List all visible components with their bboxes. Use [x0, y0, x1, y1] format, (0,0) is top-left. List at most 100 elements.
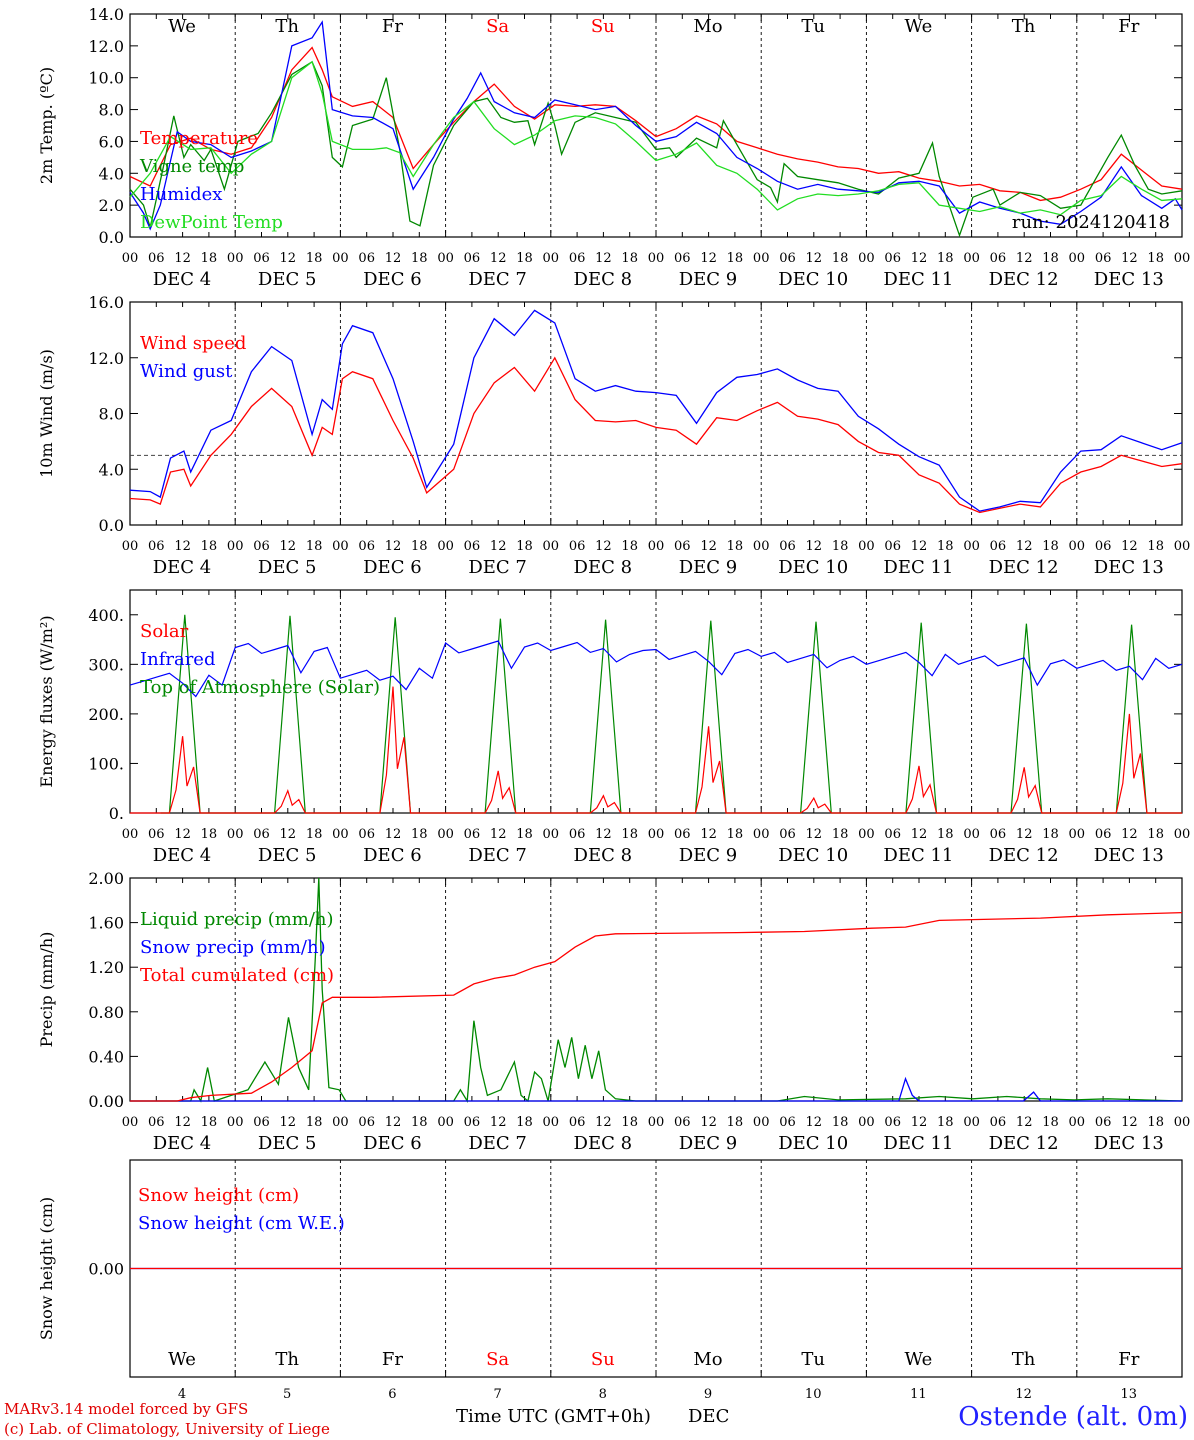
date-label: DEC 12: [989, 269, 1059, 290]
hour-tick-label: 00: [1174, 1115, 1191, 1130]
hour-tick-label: 06: [464, 827, 481, 842]
hour-tick-label: 12: [385, 827, 402, 842]
hour-tick-label: 12: [174, 539, 191, 554]
series-total-cumulated-cm: [130, 911, 1183, 1102]
hour-tick-label: 18: [832, 1115, 849, 1130]
legend-entry: Snow height (cm W.E.): [138, 1213, 345, 1234]
day-number-label: 11: [910, 1387, 927, 1402]
series-wind-gust: [129, 309, 1183, 512]
date-label: DEC 6: [363, 1133, 422, 1154]
hour-tick-label: 18: [621, 539, 638, 554]
y-tick-label: 0.: [109, 804, 124, 823]
hour-tick-label: 00: [1174, 539, 1191, 554]
hour-tick-label: 00: [437, 827, 454, 842]
hour-tick-label: 00: [227, 539, 244, 554]
hour-tick-label: 18: [1147, 1115, 1164, 1130]
hour-tick-label: 12: [490, 251, 507, 266]
legend-entry: Temperature: [140, 128, 258, 149]
legend-entry: DewPoint Temp: [140, 212, 283, 233]
date-label: DEC 5: [258, 557, 317, 578]
legend-entry: Top of Atmosphere (Solar): [140, 677, 380, 698]
hour-tick-label: 18: [306, 251, 323, 266]
day-number-label: 10: [805, 1387, 822, 1402]
hour-tick-label: 06: [884, 1115, 901, 1130]
y-tick-label: 1.60: [88, 914, 124, 933]
legend-entry: Solar: [140, 621, 189, 642]
hour-tick-label: 06: [884, 251, 901, 266]
hour-tick-label: 18: [516, 251, 533, 266]
hour-tick-label: 06: [464, 539, 481, 554]
hour-tick-label: 00: [963, 1115, 980, 1130]
y-tick-label: 200.: [88, 705, 124, 724]
date-label: DEC 13: [1094, 269, 1164, 290]
hour-tick-label: 18: [1147, 539, 1164, 554]
y-tick-label: 0.40: [88, 1047, 124, 1066]
date-label: DEC 4: [153, 557, 212, 578]
hour-tick-label: 12: [700, 827, 717, 842]
y-axis-label: Energy fluxes (W/m²): [37, 615, 56, 787]
hour-tick-label: 06: [1095, 251, 1112, 266]
hour-tick-label: 06: [148, 539, 165, 554]
weekday-label: We: [905, 1349, 933, 1370]
y-tick-label: 8.0: [99, 405, 124, 424]
date-label: DEC 9: [679, 269, 738, 290]
date-label: DEC 8: [574, 1133, 633, 1154]
date-label: DEC 8: [574, 269, 633, 290]
weekday-label: We: [168, 16, 196, 37]
weekday-label: Fr: [1118, 16, 1139, 37]
hour-tick-label: 06: [674, 251, 691, 266]
date-label: DEC 8: [574, 845, 633, 866]
hour-tick-label: 18: [832, 251, 849, 266]
panel-1: 0.0 2.0 4.0 6.0 8.0 10.0 12.0 14.0 2m Temp. (ºC)…: [37, 5, 1190, 290]
hour-tick-label: 06: [148, 1115, 165, 1130]
y-tick-label: 400.: [88, 606, 124, 625]
hour-tick-label: 00: [122, 827, 139, 842]
hour-tick-label: 12: [806, 827, 823, 842]
hour-tick-label: 18: [1042, 827, 1059, 842]
hour-tick-label: 18: [621, 827, 638, 842]
weekday-label: Fr: [1118, 1349, 1139, 1370]
date-label: DEC 6: [363, 269, 422, 290]
hour-tick-label: 00: [543, 827, 560, 842]
hour-tick-label: 06: [569, 539, 586, 554]
hour-tick-label: 06: [358, 251, 375, 266]
hour-tick-label: 06: [990, 827, 1007, 842]
hour-tick-label: 06: [253, 251, 270, 266]
day-number-label: 9: [704, 1387, 712, 1402]
hour-tick-label: 00: [332, 539, 349, 554]
date-label: DEC 11: [883, 845, 953, 866]
legend-entry: Wind gust: [140, 361, 233, 382]
hour-tick-label: 18: [411, 539, 428, 554]
weekday-label: Su: [591, 1349, 615, 1370]
hour-tick-label: 18: [306, 539, 323, 554]
legend-entry: Humidex: [140, 184, 222, 205]
series-snow-precip-mm-h: [130, 1076, 1182, 1102]
weekday-label: We: [905, 16, 933, 37]
hour-tick-label: 18: [411, 827, 428, 842]
y-tick-label: 300.: [88, 655, 124, 674]
y-tick-label: 10.0: [88, 69, 124, 88]
weekday-label: Th: [275, 16, 299, 37]
hour-tick-label: 00: [858, 827, 875, 842]
y-tick-label: 0.00: [88, 1092, 124, 1111]
legend-entry: Vigne temp: [139, 156, 244, 177]
series-dewpoint-temp: [129, 60, 1183, 216]
y-axis-label: Snow height (cm): [37, 1197, 56, 1340]
hour-tick-label: 18: [201, 1115, 218, 1130]
hour-tick-label: 12: [595, 827, 612, 842]
hour-tick-label: 00: [858, 539, 875, 554]
panel-3: 0. 100. 200. 300. 400. Energy fluxes (W/m²) So…: [37, 589, 1190, 866]
y-tick-label: 8.0: [99, 101, 124, 120]
weekday-label: Mo: [693, 16, 722, 37]
hour-tick-label: 12: [911, 539, 928, 554]
hour-tick-label: 18: [727, 1115, 744, 1130]
date-label: DEC 13: [1094, 1133, 1164, 1154]
hour-tick-label: 00: [437, 251, 454, 266]
hour-tick-label: 00: [648, 539, 665, 554]
hour-tick-label: 12: [280, 251, 297, 266]
legend-entry: Wind speed: [140, 333, 246, 354]
hour-tick-label: 00: [1069, 1115, 1086, 1130]
hour-tick-label: 00: [437, 539, 454, 554]
hour-tick-label: 18: [201, 539, 218, 554]
